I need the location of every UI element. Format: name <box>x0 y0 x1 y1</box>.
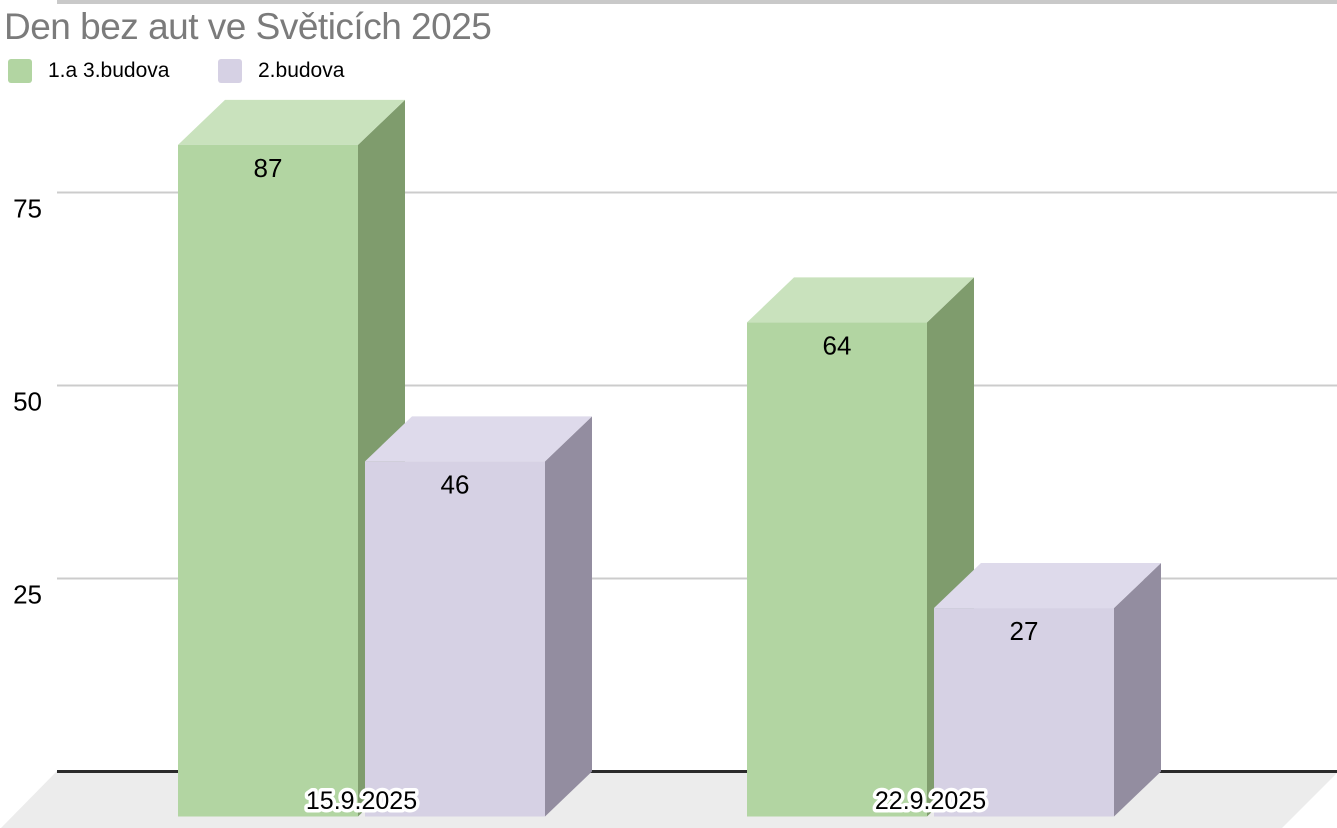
y-tick-label-75: 75 <box>13 194 42 224</box>
y-tick-label-50: 50 <box>13 387 42 417</box>
bar-value-label: 64 <box>823 330 852 360</box>
bar-value-label: 46 <box>441 469 470 499</box>
bar-value-label: 87 <box>254 153 283 183</box>
legend-swatch-green <box>8 59 32 83</box>
legend-item-budova-1-3[interactable]: 1.a 3.budova <box>8 59 169 83</box>
bar-2-budova-15.9.2025[interactable]: 46 <box>365 416 592 817</box>
bar-top-face[interactable] <box>178 99 405 145</box>
legend: 1.a 3.budova 2.budova <box>0 59 1337 89</box>
bar-front-face[interactable] <box>934 608 1114 817</box>
bar-2-budova-22.9.2025[interactable]: 27 <box>934 563 1161 817</box>
x-category-label-22.9.2025: 22.9.2025 <box>875 787 986 815</box>
gridline-100-clipped <box>57 0 1337 4</box>
legend-swatch-purple <box>218 59 242 83</box>
legend-label-budova-1-3: 1.a 3.budova <box>48 59 170 82</box>
legend-item-budova-2[interactable]: 2.budova <box>218 59 344 83</box>
y-tick-label-25: 25 <box>13 580 42 610</box>
bar-side-face[interactable] <box>545 416 592 817</box>
bar-top-face[interactable] <box>747 277 974 323</box>
legend-label-budova-2: 2.budova <box>258 59 345 82</box>
bar-side-face[interactable] <box>1114 563 1161 817</box>
chart-title: Den bez aut ve Světicích 2025 <box>4 6 492 47</box>
bar-value-label: 27 <box>1010 616 1039 646</box>
bar-top-face[interactable] <box>934 563 1161 609</box>
bar-front-face[interactable] <box>178 144 358 817</box>
x-category-label-15.9.2025: 15.9.2025 <box>306 787 417 815</box>
bar-front-face[interactable] <box>747 322 927 817</box>
bar-front-face[interactable] <box>365 461 545 817</box>
bar-top-face[interactable] <box>365 416 592 462</box>
